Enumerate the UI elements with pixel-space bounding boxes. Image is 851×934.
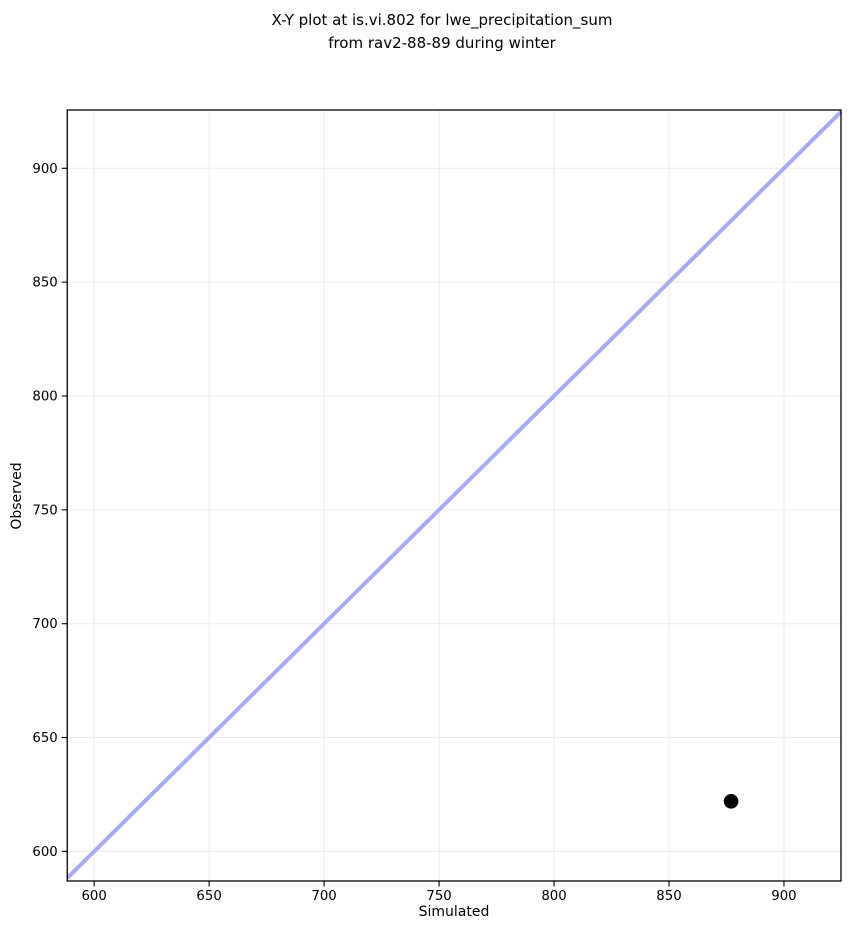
y-tick-label: 600 [32,845,57,860]
x-tick-label: 850 [656,889,681,904]
y-tick-label: 650 [32,731,57,746]
identity-line [65,110,843,880]
x-tick-label: 900 [771,889,796,904]
x-tick-label: 650 [196,889,221,904]
chart-title-line2: from rav2-88-89 during winter [328,33,556,52]
y-tick-label: 700 [32,617,57,632]
x-tick-label: 800 [541,889,566,904]
y-axis-label: Observed [9,462,25,530]
y-tick-label: 800 [32,389,57,404]
x-axis-label: Simulated [418,904,490,920]
y-tick-label: 850 [32,276,57,291]
chart-title-line1: X-Y plot at is.vi.802 for lwe_precipitat… [271,11,613,29]
chart-title: X-Y plot at is.vi.802 for lwe_precipitat… [55,9,829,54]
plot-border [66,109,842,882]
y-tick-label: 900 [32,162,57,177]
y-tick-label: 750 [32,503,57,518]
x-tick-label: 750 [426,889,451,904]
data-point [723,794,739,809]
x-tick-label: 600 [81,889,106,904]
x-tick-label: 700 [311,889,336,904]
